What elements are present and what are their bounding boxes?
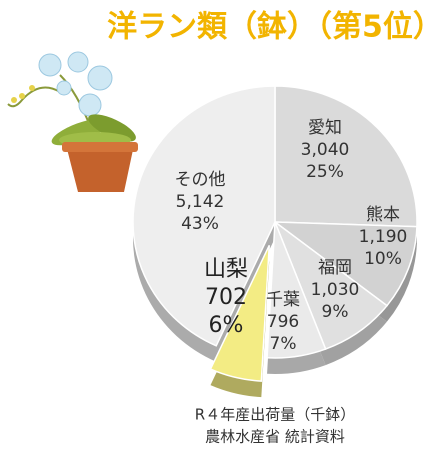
category-label: 千葉 [266,290,300,310]
slice [274,85,418,228]
percent-label: 7% [270,334,297,354]
pie [132,85,418,398]
value-label: 5,142 [176,192,225,212]
category-label: 熊本 [366,205,400,225]
percent-label: 9% [322,302,349,322]
value-label: 702 [205,285,247,310]
source: 農林水産省 統計資料 [205,428,345,446]
slice [266,221,327,359]
slice [132,85,276,347]
value-label: 3,040 [301,140,350,160]
percent-label: 10% [364,249,402,269]
slice [209,244,271,382]
category-label: 山梨 [204,257,248,282]
orchid-illustration [7,51,138,192]
percent-label: 25% [306,162,344,182]
value-label: 796 [267,312,299,332]
slice [272,221,418,307]
percent-label: 43% [181,214,219,234]
category-label: 福岡 [318,258,352,278]
value-label: 1,030 [311,280,360,300]
source: R４年産出荷量（千鉢） [195,406,355,424]
percent-label: 6% [209,313,244,338]
category-label: その他 [175,170,226,190]
chart-title: 洋ラン類（鉢）（第5位） [107,10,443,45]
value-label: 1,190 [359,227,408,247]
category-label: 愛知 [308,118,342,138]
